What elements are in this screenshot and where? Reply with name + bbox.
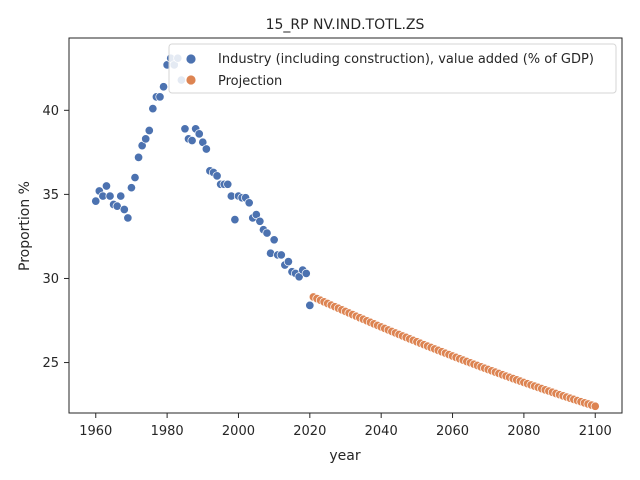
data-point — [301, 268, 311, 278]
y-tick-label: 30 — [42, 272, 59, 287]
legend-label-historical: Industry (including construction), value… — [218, 52, 594, 67]
y-axis-label: Proportion % — [17, 181, 33, 271]
data-point — [187, 136, 197, 146]
data-point — [144, 125, 154, 136]
data-point — [116, 191, 126, 201]
data-point — [244, 198, 254, 208]
x-tick-label: 2040 — [365, 424, 398, 439]
legend-marker-projection — [185, 74, 197, 86]
y-axis-ticks: 25 30 35 40 — [42, 104, 69, 371]
plot-area: 1960 1980 2000 2020 2040 2060 2080 2100 25 30 35 4… — [42, 37, 623, 439]
y-tick-label: 40 — [42, 104, 59, 119]
data-point — [276, 250, 286, 260]
data-point — [269, 235, 279, 245]
data-point — [126, 183, 136, 193]
data-point — [212, 171, 222, 181]
chart-title: 15_RP NV.IND.TOTL.ZS — [266, 17, 425, 33]
data-point — [180, 124, 190, 134]
data-point — [223, 179, 233, 189]
x-tick-label: 1980 — [151, 424, 184, 439]
x-tick-label: 2060 — [436, 424, 469, 439]
legend-box — [168, 43, 617, 94]
projection-point — [590, 401, 600, 411]
data-point — [148, 104, 158, 114]
data-point — [194, 129, 204, 139]
x-tick-label: 1960 — [79, 424, 112, 439]
data-point — [255, 216, 265, 226]
data-point — [119, 204, 129, 215]
data-point — [201, 144, 211, 154]
data-point — [123, 213, 133, 223]
plot-frame — [68, 37, 623, 414]
data-point — [101, 181, 112, 191]
x-tick-label: 2100 — [579, 424, 612, 439]
legend-marker-historical — [185, 53, 197, 65]
series-projection — [308, 292, 600, 411]
y-tick-label: 35 — [42, 188, 59, 203]
legend: Industry (including construction), value… — [168, 43, 617, 94]
x-tick-label: 2020 — [293, 424, 326, 439]
data-point — [91, 196, 101, 206]
series-historical — [91, 53, 318, 310]
x-axis-label: year — [329, 448, 360, 464]
legend-label-projection: Projection — [218, 74, 282, 89]
data-point — [155, 92, 165, 102]
x-tick-label: 2080 — [507, 424, 540, 439]
data-point — [283, 257, 293, 267]
x-tick-label: 2000 — [222, 424, 255, 439]
data-point — [262, 228, 272, 238]
data-point — [305, 300, 315, 310]
data-point — [158, 82, 169, 92]
y-tick-label: 25 — [42, 356, 59, 371]
data-point — [105, 191, 115, 201]
data-point — [141, 134, 151, 144]
data-point — [134, 152, 144, 162]
data-point — [230, 215, 240, 225]
x-axis-ticks: 1960 1980 2000 2020 2040 2060 2080 2100 — [79, 413, 612, 439]
data-point — [130, 173, 140, 183]
